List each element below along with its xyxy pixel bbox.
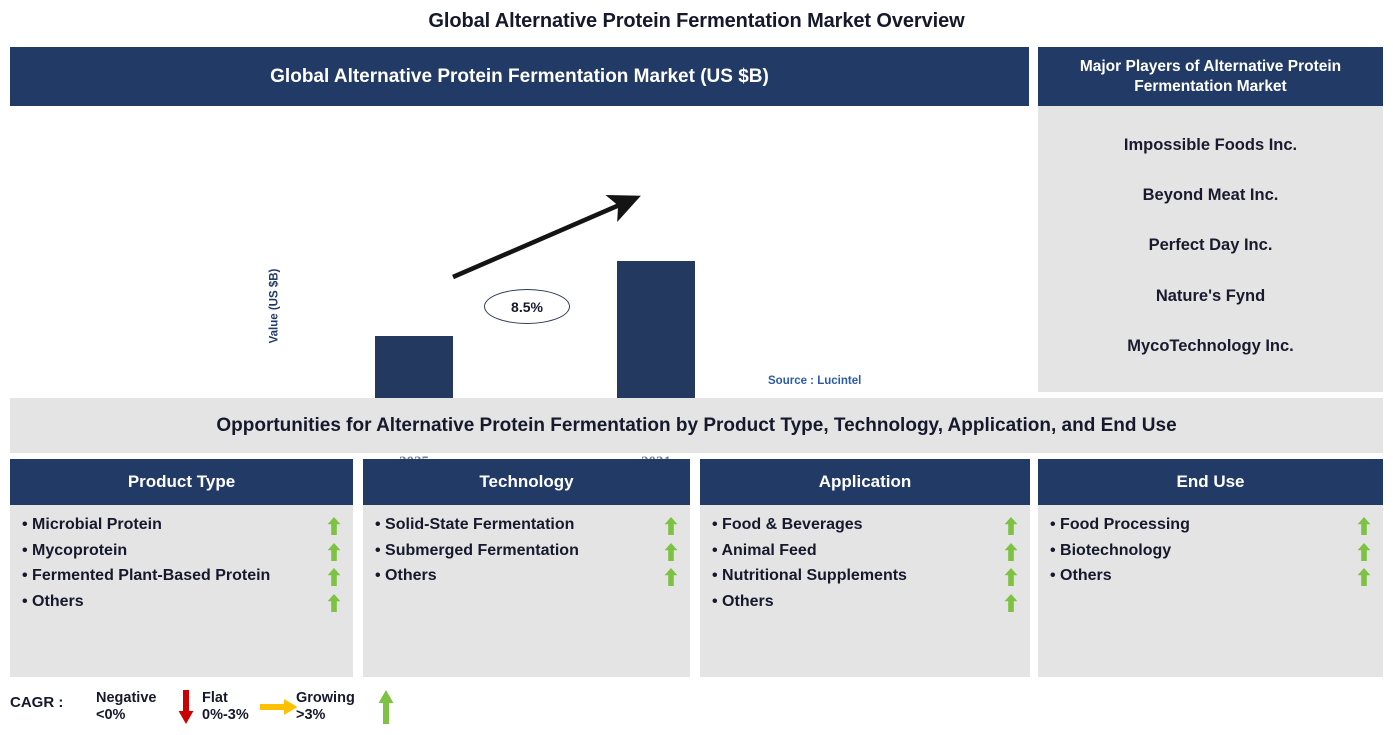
list-item: • Biotechnology [1038, 539, 1383, 563]
segment-header-label: End Use [1176, 472, 1245, 491]
opportunities-banner-title: Opportunities for Alternative Protein Fe… [216, 414, 1177, 436]
list-item: • Others [700, 590, 1030, 614]
segment-column-technology: Technology • Solid-State Fermentation • … [363, 459, 690, 677]
cagr-value-text: 8.5% [511, 298, 543, 315]
segment-columns: Product Type • Microbial Protein • Mycop… [10, 459, 1383, 677]
arrow-up-icon [1357, 542, 1371, 561]
segment-item-label: • Solid-State Fermentation [375, 516, 575, 533]
arrow-up-icon [664, 542, 678, 561]
segment-item-label: • Others [22, 593, 84, 611]
segment-item-label: • Others [375, 567, 437, 585]
arrow-up-icon [1004, 517, 1018, 535]
arrow-up-icon [327, 568, 341, 587]
segment-item-label: • Submerged Fermentation [375, 541, 579, 559]
segment-header-application: Application [700, 459, 1030, 505]
cagr-legend-word: Growing [296, 690, 355, 706]
segment-body-product-type: • Microbial Protein • Mycoprotein • Ferm… [10, 505, 353, 677]
cagr-legend: CAGR : Negative <0% Flat 0%-3% Growing >… [8, 688, 428, 730]
cagr-legend-word: Negative [96, 690, 157, 706]
list-item: • Nutritional Supplements [700, 564, 1030, 588]
list-item: Nature's Fynd [1155, 286, 1266, 305]
cagr-legend-word: Flat [202, 690, 228, 706]
segment-header-technology: Technology [363, 459, 690, 505]
list-item: • Fermented Plant-Based Protein [10, 564, 353, 588]
cagr-legend-range: <0% [96, 707, 126, 724]
arrow-right-icon [260, 699, 298, 715]
segment-item-label: • Others [712, 593, 774, 611]
major-players-header: Major Players of Alternative Protein Fer… [1038, 47, 1383, 106]
segment-header-label: Technology [479, 472, 574, 491]
list-item: • Food & Beverages [700, 513, 1030, 537]
arrow-up-icon [327, 594, 341, 613]
list-item: Perfect Day Inc. [1148, 236, 1273, 255]
chart-panel-header-title: Global Alternative Protein Fermentation … [270, 65, 769, 87]
list-item: • Solid-State Fermentation [363, 513, 690, 537]
cagr-legend-item-negative: Negative <0% [96, 690, 156, 725]
segment-header-label: Application [818, 472, 912, 491]
segment-item-label: • Biotechnology [1050, 541, 1172, 559]
list-item: • Animal Feed [700, 539, 1030, 563]
segment-item-label: • Mycoprotein [22, 541, 128, 559]
arrow-up-icon [327, 542, 341, 561]
arrow-up-icon [1357, 568, 1371, 587]
segment-item-label: • Animal Feed [712, 541, 817, 559]
page-title: Global Alternative Protein Fermentation … [428, 10, 965, 32]
arrow-up-icon [664, 517, 678, 535]
chart-plot-area: Value (US $B) 2025 2031 8.5% [10, 106, 1029, 470]
segment-header-end-use: End Use [1038, 459, 1383, 505]
list-item: • Mycoprotein [10, 539, 353, 563]
segment-item-label: • Fermented Plant-Based Protein [22, 567, 271, 585]
arrow-up-icon [327, 517, 341, 535]
opportunities-banner: Opportunities for Alternative Protein Fe… [10, 398, 1383, 453]
major-players-header-title: Major Players of Alternative Protein Fer… [1079, 57, 1342, 95]
segment-body-technology: • Solid-State Fermentation • Submerged F… [363, 505, 690, 677]
chart-panel-header: Global Alternative Protein Fermentation … [10, 47, 1029, 106]
segment-item-label: • Others [1050, 567, 1112, 585]
chart-y-axis-label: Value (US $B) [262, 251, 286, 361]
arrow-up-icon [1004, 594, 1018, 613]
segment-item-label: • Food Processing [1050, 516, 1190, 533]
cagr-value-bubble: 8.5% [484, 289, 570, 324]
segment-item-label: • Nutritional Supplements [712, 567, 907, 585]
list-item: • Others [1038, 564, 1383, 588]
arrow-up-icon [1004, 568, 1018, 587]
major-players-panel: Major Players of Alternative Protein Fer… [1038, 47, 1383, 392]
list-item: • Food Processing [1038, 513, 1383, 537]
segment-header-label: Product Type [127, 472, 236, 491]
list-item: MycoTechnology Inc. [1127, 337, 1294, 356]
arrow-up-icon [378, 690, 394, 724]
segment-column-end-use: End Use • Food Processing • Biotechnolog… [1038, 459, 1383, 677]
segment-column-application: Application • Food & Beverages • Animal … [700, 459, 1030, 677]
cagr-legend-range: >3% [296, 707, 326, 724]
arrow-down-icon [178, 690, 194, 724]
arrow-up-icon [1357, 517, 1371, 535]
list-item: • Others [363, 564, 690, 588]
cagr-legend-item-growing: Growing >3% [296, 690, 355, 725]
list-item: • Microbial Protein [10, 513, 353, 537]
list-item: • Submerged Fermentation [363, 539, 690, 563]
segment-body-end-use: • Food Processing • Biotechnology • Othe… [1038, 505, 1383, 677]
arrow-up-icon [664, 568, 678, 587]
segment-item-label: • Microbial Protein [22, 516, 162, 533]
segment-header-product-type: Product Type [10, 459, 353, 505]
segment-column-product-type: Product Type • Microbial Protein • Mycop… [10, 459, 353, 677]
arrow-up-icon [1004, 542, 1018, 561]
major-players-list: Impossible Foods Inc. Beyond Meat Inc. P… [1038, 106, 1383, 392]
chart-source-label: Source : Lucintel [768, 375, 862, 387]
segment-item-label: • Food & Beverages [712, 516, 863, 533]
chart-y-axis-label-text: Value (US $B) [268, 268, 280, 344]
list-item: • Others [10, 590, 353, 614]
cagr-legend-title: CAGR : [10, 694, 64, 711]
list-item: Impossible Foods Inc. [1123, 135, 1298, 154]
market-chart-panel: Global Alternative Protein Fermentation … [10, 47, 1029, 470]
segment-body-application: • Food & Beverages • Animal Feed • Nutri… [700, 505, 1030, 677]
cagr-legend-range: 0%-3% [202, 707, 249, 724]
list-item: Beyond Meat Inc. [1142, 186, 1279, 205]
cagr-legend-item-flat: Flat 0%-3% [202, 690, 249, 725]
